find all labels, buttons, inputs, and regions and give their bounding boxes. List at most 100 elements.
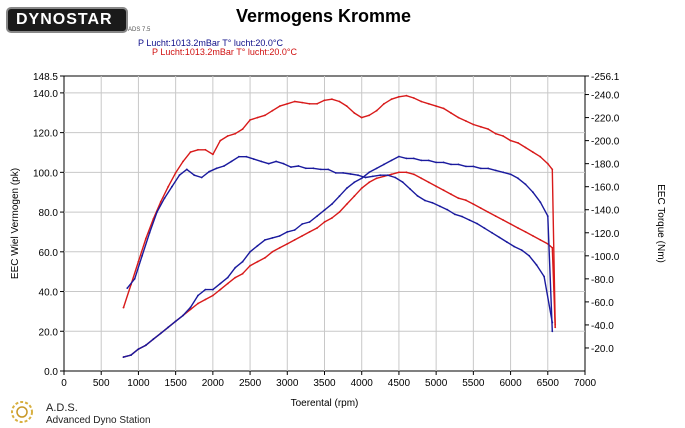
series-1-point <box>234 132 237 135</box>
series-0-point <box>353 195 356 198</box>
series-3-point <box>230 160 233 163</box>
series-2-point <box>524 183 527 186</box>
series-3-point <box>171 185 173 188</box>
x-tick-label: 1000 <box>127 378 150 389</box>
series-2-point <box>405 157 408 160</box>
condition-red: P Lucht:1013.2mBar T° lucht:20.0°C <box>152 47 297 57</box>
series-1-point <box>323 99 326 102</box>
series-0-point <box>524 231 527 233</box>
series-0-point <box>412 173 415 176</box>
y-left-tick-label: 20.0 <box>39 327 59 338</box>
series-1-point <box>204 148 207 151</box>
series-1-point <box>427 102 430 105</box>
series-3-point <box>491 231 493 234</box>
series-3-point <box>535 264 538 266</box>
series-0-point <box>472 203 475 206</box>
series-0-point <box>301 235 304 237</box>
x-tick-label: 2500 <box>239 378 262 389</box>
x-tick-label: 3000 <box>276 378 299 389</box>
series-2-point <box>226 276 229 279</box>
series-3-point <box>200 176 203 179</box>
series-1-point <box>316 102 318 105</box>
series-2-point <box>323 209 326 212</box>
series-2-point <box>241 260 244 263</box>
series-2-point <box>293 229 296 231</box>
y-left-tick-label: 148.5 <box>33 72 58 83</box>
series-3-point <box>208 170 211 173</box>
series-3-point <box>297 165 300 167</box>
x-tick-label: 6000 <box>499 378 522 389</box>
series-2-point <box>517 177 519 180</box>
series-3-point <box>312 167 315 170</box>
series-3-point <box>133 277 136 280</box>
series-line-1 <box>122 94 556 325</box>
series-1-point <box>122 306 125 309</box>
series-1-point <box>301 101 304 104</box>
series-2-point <box>368 171 371 174</box>
series-1-point <box>375 109 378 112</box>
series-2-point <box>286 231 289 233</box>
series-0-point <box>398 171 400 174</box>
series-2-point <box>219 282 222 285</box>
series-2-point <box>435 161 437 164</box>
series-1-point <box>308 102 311 105</box>
footer-name: A.D.S. <box>46 402 78 414</box>
series-3-point <box>290 166 292 169</box>
series-0-point <box>331 217 333 219</box>
y-right-tick-label: -180.0 <box>591 160 620 171</box>
series-1-point <box>264 114 266 117</box>
x-tick-label: 1500 <box>165 378 188 389</box>
y-right-tick-label: -220.0 <box>591 114 620 125</box>
series-0-point <box>435 185 437 188</box>
series-2-point <box>189 306 192 309</box>
series-0-point <box>479 207 482 210</box>
series-1-point <box>390 98 393 101</box>
series-3-point <box>260 160 263 163</box>
series-2-point <box>271 237 274 239</box>
series-1-point <box>167 185 170 188</box>
series-3-point <box>305 167 307 170</box>
series-1-point <box>450 112 452 114</box>
series-2-point <box>130 354 132 356</box>
chart-title: Vermogens Kromme <box>236 6 412 26</box>
logo-version: ADS 7.5 <box>128 27 151 33</box>
y-right-tick-label: -60.0 <box>591 298 614 309</box>
series-3-point <box>275 160 277 163</box>
y-right-tick-label: -80.0 <box>591 275 614 286</box>
series-0-point <box>442 189 445 192</box>
series-0-point <box>345 203 348 206</box>
series-3-point <box>453 213 456 216</box>
y-right-axis-label: EEC Torque (Nm) <box>655 184 666 263</box>
series-0-point <box>212 294 214 297</box>
series-2-point <box>360 177 363 180</box>
series-1-point <box>212 153 214 156</box>
series-2-point <box>137 348 140 350</box>
series-2-point <box>182 314 185 317</box>
series-0-point <box>375 177 378 180</box>
series-2-point <box>532 191 534 194</box>
series-2-point <box>398 155 400 158</box>
series-0-point <box>219 288 222 291</box>
series-2-point <box>308 221 311 223</box>
series-1-point <box>360 116 363 119</box>
series-2-point <box>278 235 281 237</box>
series-3-point <box>282 162 285 165</box>
y-right-tick-label: -40.0 <box>591 321 614 332</box>
series-3-point <box>431 201 434 204</box>
series-1-point <box>465 120 467 122</box>
y-right-tick-label: -240.0 <box>591 91 620 102</box>
series-1-point <box>159 200 162 203</box>
series-0-point <box>539 239 542 241</box>
series-3-point <box>379 174 382 177</box>
y-right-tick-label: -100.0 <box>591 252 620 263</box>
series-1-point <box>241 128 244 131</box>
series-2-point <box>546 215 549 218</box>
series-0-point <box>427 181 430 184</box>
footer-description: Advanced Dyno Station <box>46 415 151 426</box>
series-0-point <box>241 272 244 275</box>
series-3-point <box>476 222 478 225</box>
series-1-point <box>145 237 147 240</box>
series-0-point <box>465 199 467 202</box>
series-1-point <box>338 100 341 103</box>
